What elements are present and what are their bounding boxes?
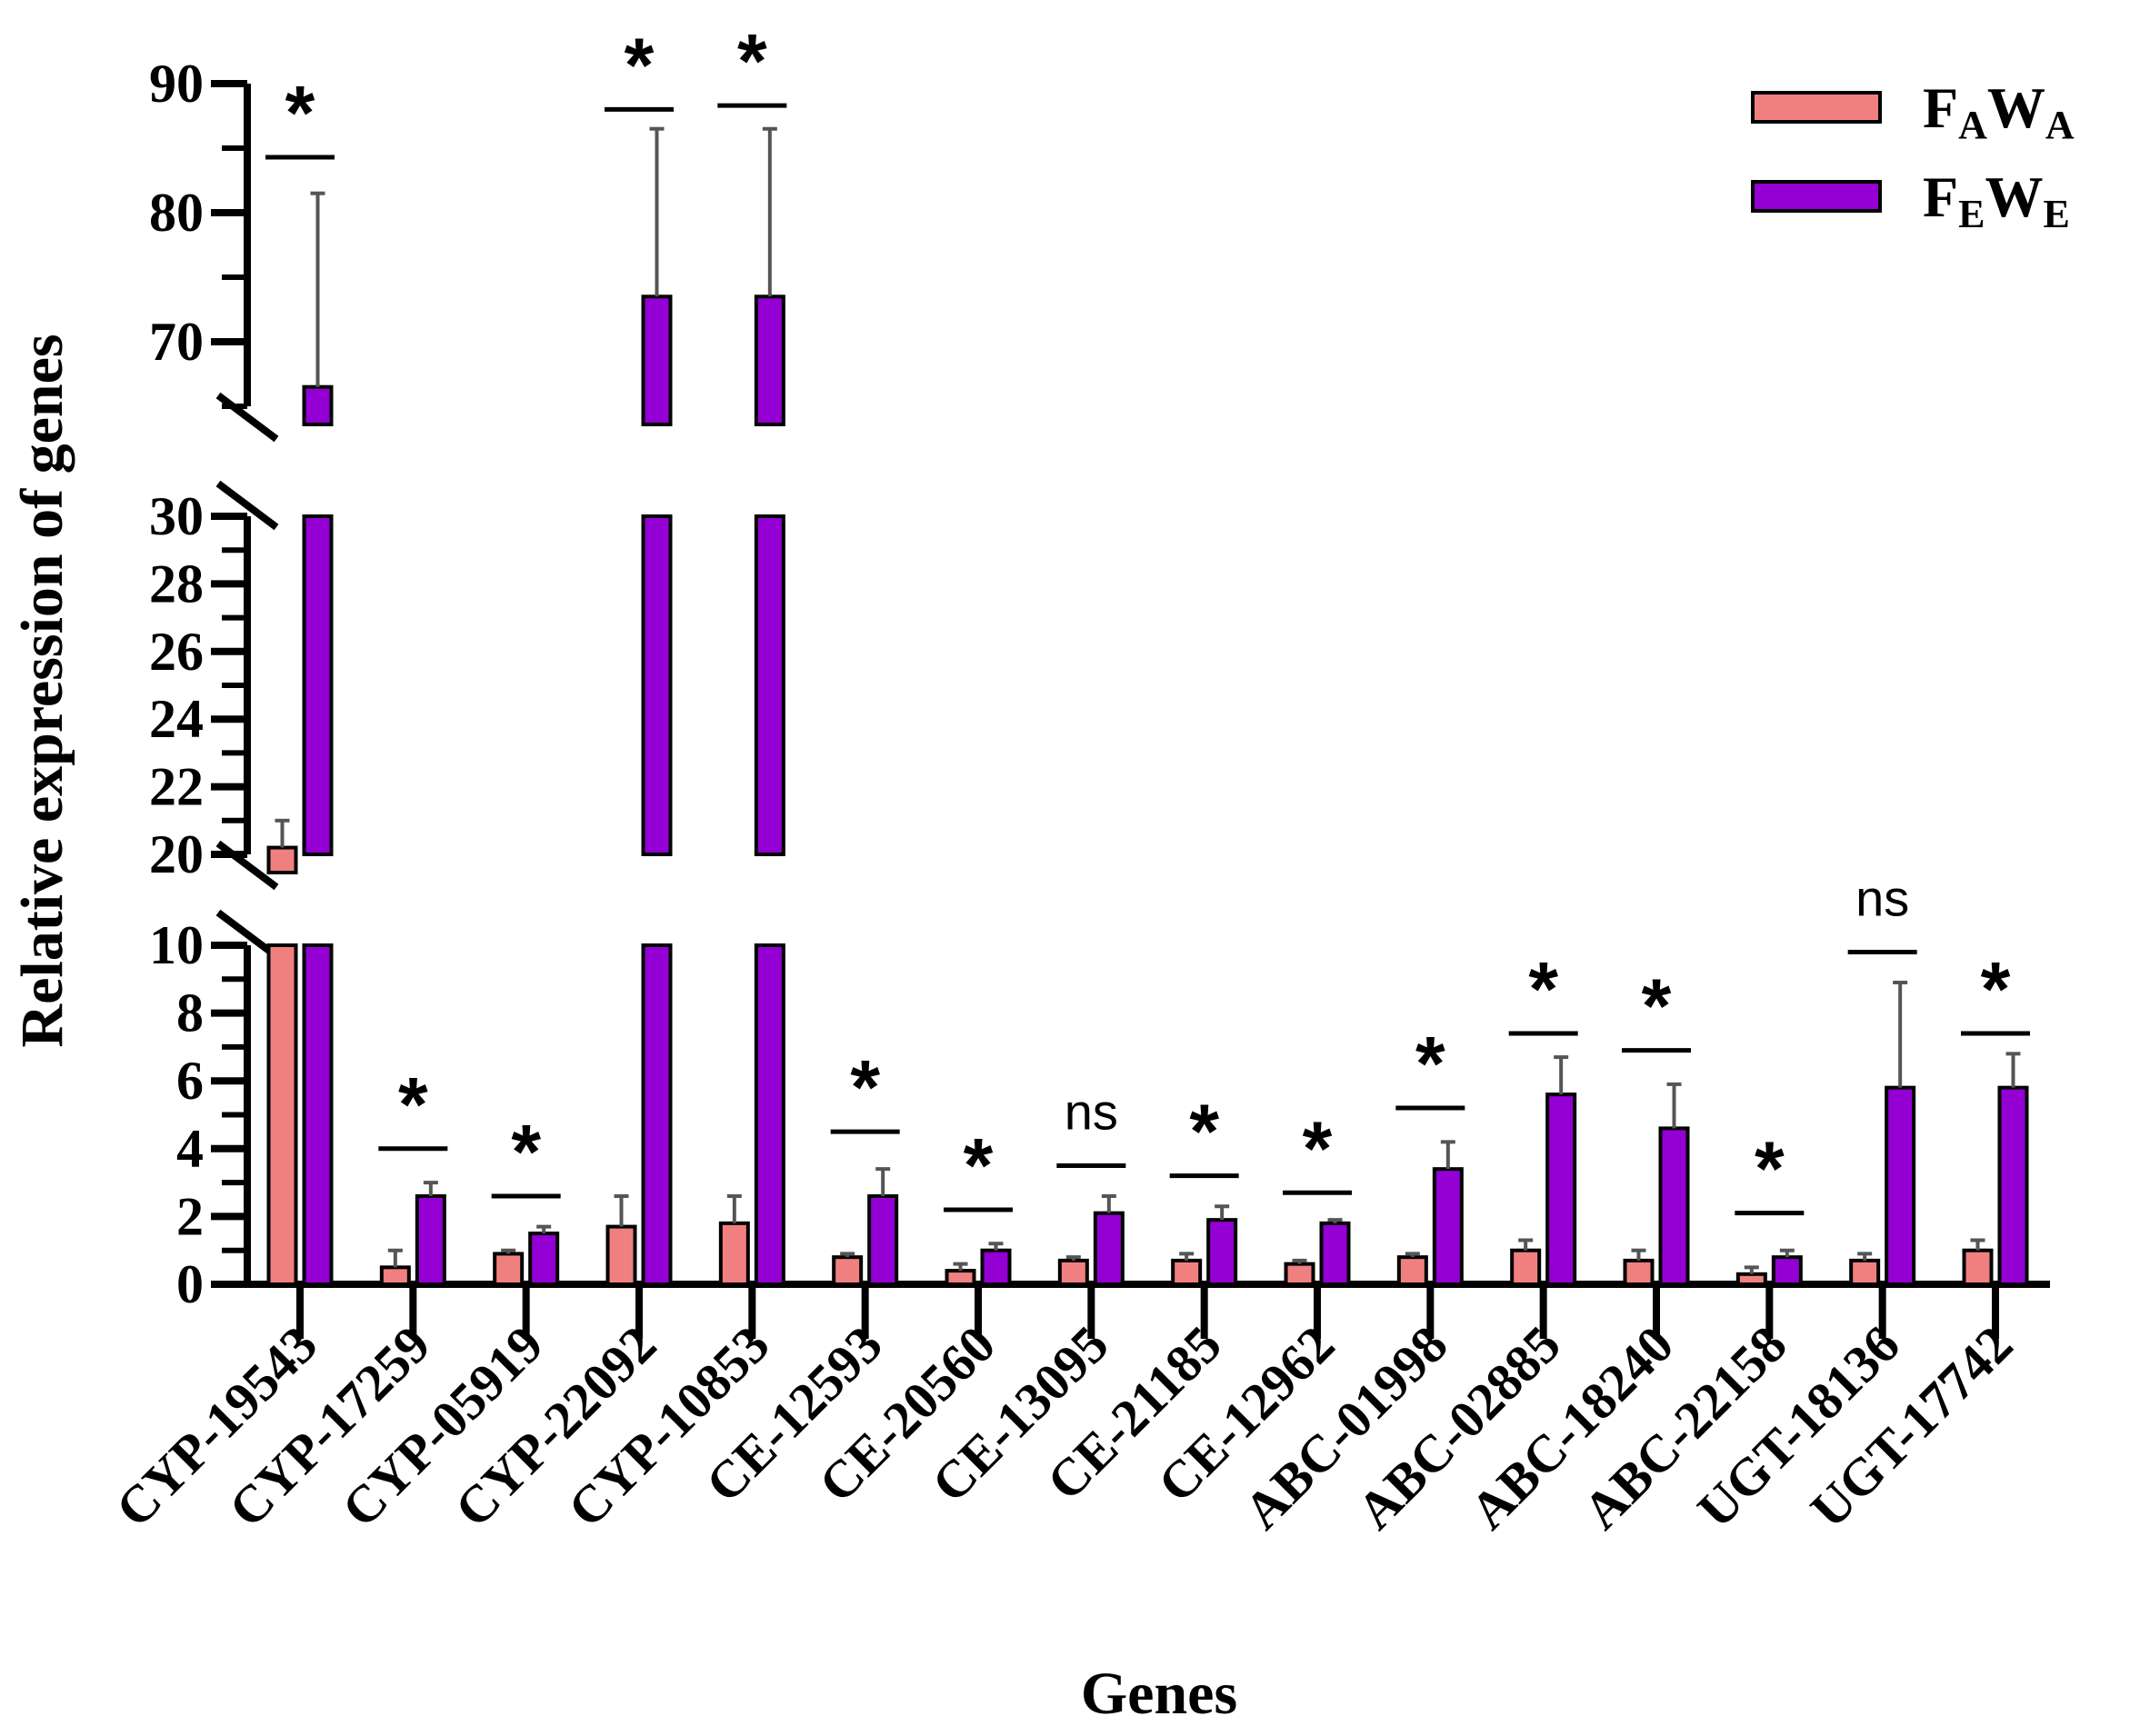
y-tick-label: 22 (149, 757, 204, 817)
bar-fewe-3 (641, 943, 673, 1286)
y-tick-label: 80 (149, 183, 204, 243)
axis-break-mark (215, 392, 279, 443)
bar-fawa-14 (1849, 1258, 1881, 1287)
bar-fewe-10 (1432, 1167, 1464, 1287)
y-tick-label: 2 (176, 1186, 204, 1246)
bar-fewe-5 (867, 1194, 899, 1287)
bars (266, 126, 2029, 1287)
bar-fewe-13 (1771, 1255, 1803, 1287)
y-tick-label: 6 (176, 1051, 204, 1111)
bar-fewe-8 (1206, 1218, 1238, 1287)
bar-fewe-12 (1658, 1126, 1690, 1287)
bar-fawa-7 (1057, 1258, 1089, 1287)
bar-fewe-7 (1093, 1211, 1125, 1287)
y-tick-label: 90 (149, 54, 204, 114)
bar-fewe-9 (1319, 1221, 1351, 1286)
bar-fewe-3 (641, 514, 673, 856)
bar-fewe-1 (415, 1194, 446, 1287)
y-tick-label: 0 (176, 1254, 204, 1314)
legend-swatch-0 (1751, 91, 1882, 124)
y-tick-label: 8 (176, 983, 204, 1043)
y-tick-label: 26 (149, 622, 204, 682)
legend-label-1: FEWE (1923, 165, 2070, 236)
bar-fewe-3 (641, 294, 673, 426)
bar-fewe-0 (302, 943, 334, 1286)
y-tick-label: 4 (176, 1119, 204, 1179)
bar-fewe-0 (302, 514, 334, 856)
significance-label: * (1981, 946, 2011, 1032)
significance-label: * (737, 18, 767, 104)
significance-label: * (1528, 946, 1558, 1032)
bar-fawa-15 (1962, 1248, 1994, 1286)
significance-label: * (511, 1109, 541, 1194)
significance-label: * (398, 1062, 428, 1147)
axis-break-mark (215, 480, 279, 531)
x-tick-labels: CYP-19543CYP-17259CYP-05919CYP-22092CYP-… (105, 1314, 2024, 1541)
bar-fewe-4 (754, 514, 785, 856)
bar-fawa-5 (832, 1255, 864, 1287)
bar-fewe-4 (754, 943, 785, 1286)
bar-fawa-2 (493, 1252, 525, 1287)
significance-label: * (1189, 1089, 1219, 1174)
significance-label: * (1642, 963, 1672, 1049)
bar-fawa-3 (605, 1224, 637, 1286)
bar-fawa-0 (266, 943, 298, 1286)
bar-fewe-2 (528, 1232, 560, 1287)
bar-fawa-10 (1396, 1255, 1428, 1287)
y-tick-label: 28 (149, 554, 204, 614)
bar-fawa-11 (1510, 1248, 1542, 1286)
bar-fawa-9 (1284, 1262, 1315, 1286)
bar-fawa-1 (379, 1265, 411, 1286)
axis-break-mark (215, 909, 279, 960)
axis-break-mark (215, 840, 279, 891)
y-tick-label: 24 (149, 689, 204, 749)
bar-fewe-6 (980, 1248, 1012, 1286)
bar-fawa-12 (1623, 1258, 1655, 1287)
significance-label: ns (1065, 1083, 1118, 1140)
y-tick-label: 10 (149, 915, 204, 975)
y-tick-label: 70 (149, 312, 204, 372)
bar-fewe-15 (1997, 1085, 2029, 1287)
bar-fewe-14 (1885, 1085, 1916, 1287)
y-axis-title: Relative expression of genes (9, 334, 75, 1047)
significance-label: * (1415, 1021, 1445, 1106)
significance-label: ns (1855, 869, 1909, 926)
significance-label: * (1303, 1105, 1333, 1191)
legend-label-0: FAWA (1923, 75, 2075, 147)
x-axis-title: Genes (1081, 1661, 1237, 1727)
y-tick-label: 20 (149, 824, 204, 884)
significance-label: * (964, 1122, 994, 1208)
significance-label: * (850, 1044, 880, 1130)
bar-fawa-0 (266, 845, 298, 874)
significance-annotations: * * * * * * * ns * * * * * * ns * (265, 18, 2030, 1216)
significance-label: * (285, 70, 315, 155)
legend: FAWA FEWE (1751, 75, 2075, 236)
bar-fewe-11 (1545, 1092, 1577, 1286)
bar-fewe-0 (302, 384, 334, 427)
bar-fewe-4 (754, 294, 785, 426)
bar-fawa-6 (945, 1269, 976, 1286)
y-tick-label: 30 (149, 486, 204, 546)
significance-label: * (1755, 1126, 1785, 1212)
bar-fawa-13 (1735, 1272, 1767, 1287)
bar-fawa-8 (1171, 1258, 1203, 1287)
significance-label: * (625, 22, 655, 107)
legend-swatch-1 (1751, 180, 1882, 213)
bar-fawa-4 (718, 1221, 750, 1286)
